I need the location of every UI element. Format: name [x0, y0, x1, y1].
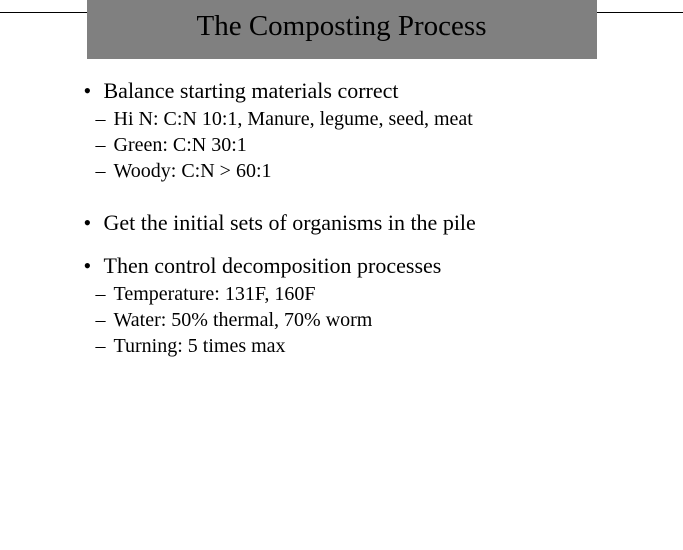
dash-marker: –	[96, 308, 114, 333]
sub-3-3-text: Turning: 5 times max	[114, 334, 602, 359]
sub-3-1-text: Temperature: 131F, 160F	[114, 282, 602, 307]
dash-marker: –	[96, 133, 114, 158]
sub-3-1: – Temperature: 131F, 160F	[96, 282, 602, 307]
sub-3-2-text: Water: 50% thermal, 70% worm	[114, 308, 602, 333]
sub-1-1: – Hi N: C:N 10:1, Manure, legume, seed, …	[96, 107, 602, 132]
sub-3-2: – Water: 50% thermal, 70% worm	[96, 308, 602, 333]
dash-marker: –	[96, 159, 114, 184]
sub-3-3: – Turning: 5 times max	[96, 334, 602, 359]
slide-title: The Composting Process	[197, 10, 487, 42]
sub-1-3: – Woody: C:N > 60:1	[96, 159, 602, 184]
bullet-3-text: Then control decomposition processes	[104, 252, 602, 280]
dash-marker: –	[96, 282, 114, 307]
bullet-2-text: Get the initial sets of organisms in the…	[104, 209, 602, 237]
bullet-2: • Get the initial sets of organisms in t…	[82, 209, 602, 237]
bullet-1-text: Balance starting materials correct	[104, 77, 602, 105]
bullet-marker: •	[82, 252, 104, 280]
bullet-1: • Balance starting materials correct	[82, 77, 602, 105]
sub-1-3-text: Woody: C:N > 60:1	[114, 159, 602, 184]
sub-1-2: – Green: C:N 30:1	[96, 133, 602, 158]
sub-1-2-text: Green: C:N 30:1	[114, 133, 602, 158]
dash-marker: –	[96, 107, 114, 132]
slide-content: • Balance starting materials correct – H…	[82, 77, 602, 359]
dash-marker: –	[96, 334, 114, 359]
sub-1-1-text: Hi N: C:N 10:1, Manure, legume, seed, me…	[114, 107, 602, 132]
bullet-3: • Then control decomposition processes	[82, 252, 602, 280]
bullet-marker: •	[82, 77, 104, 105]
title-bar: The Composting Process	[87, 0, 597, 59]
bullet-marker: •	[82, 209, 104, 237]
